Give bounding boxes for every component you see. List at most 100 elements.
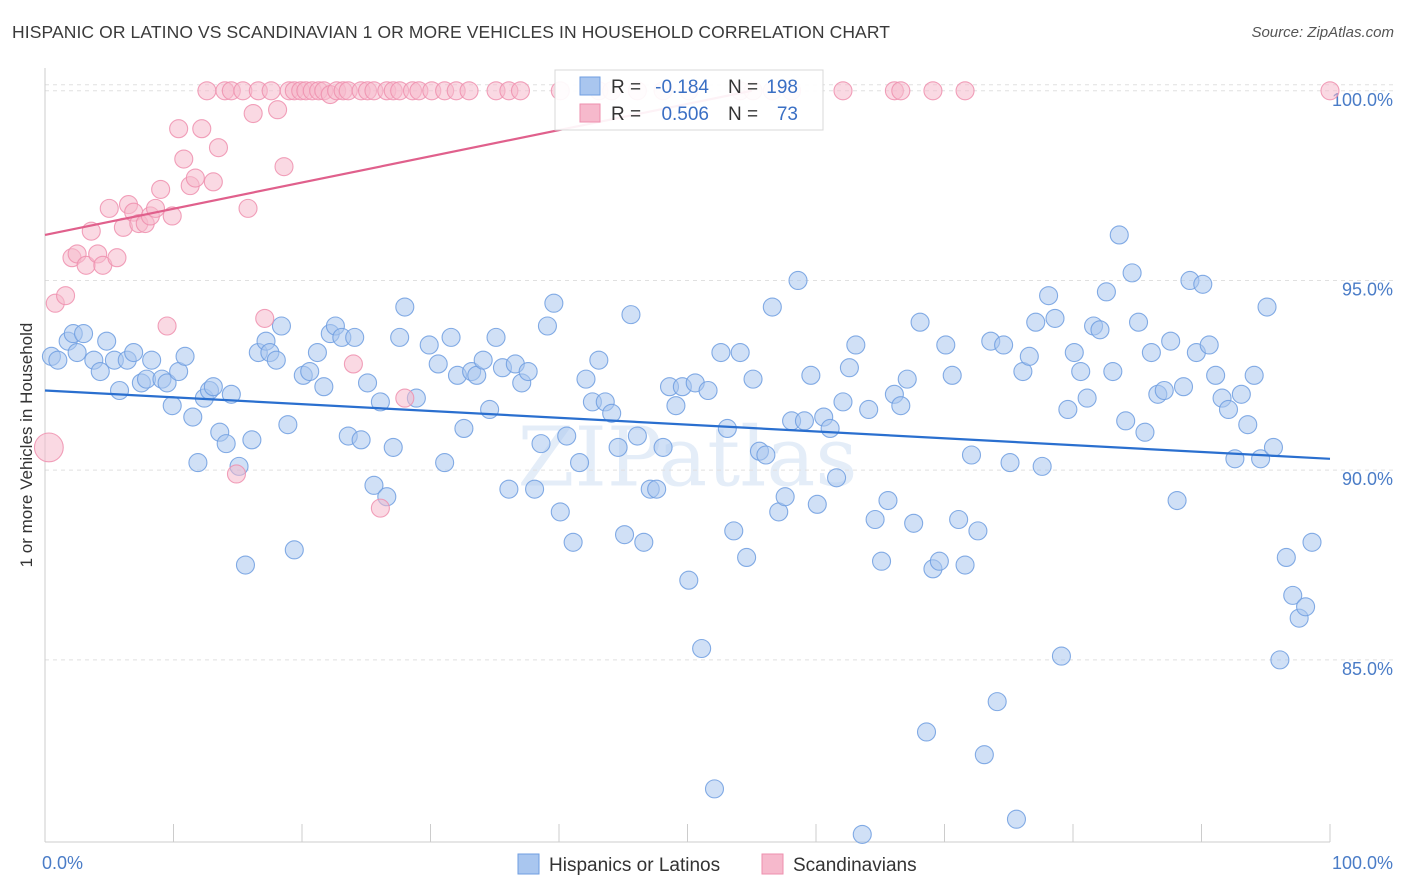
data-point-pink [192,119,212,139]
data-point-blue [221,384,241,404]
data-point-blue [1302,532,1322,552]
data-point-blue [1193,274,1213,294]
data-point-blue [1296,597,1316,617]
data-point-blue [1064,343,1084,363]
data-point-blue [473,350,493,370]
data-point-blue [929,551,949,571]
data-point-blue [1244,365,1264,385]
bottom-legend-swatch-pink [761,853,784,875]
data-point-pink [151,179,171,199]
bottom-legend-label: Scandinavians [793,855,917,876]
data-point-blue [441,327,461,347]
data-point-blue [634,532,654,552]
data-point-blue [307,343,327,363]
data-point-blue [557,426,577,446]
data-point-blue [1006,809,1027,829]
data-point-blue [936,335,956,355]
data-point-blue [370,392,390,412]
data-point-blue [419,335,439,355]
data-point-blue [704,779,725,799]
data-point-blue [974,745,994,765]
legend-swatch-pink [579,103,601,123]
data-point-blue [608,437,628,457]
legend-r-label: R = [611,104,641,125]
data-point-blue [486,327,506,347]
y-tick-label: 95.0% [1342,279,1393,299]
data-point-blue [266,350,286,370]
data-point-blue [162,396,182,416]
data-point-blue [570,453,590,473]
data-point-pink [833,81,853,101]
data-point-blue [897,369,917,389]
data-point-pink [226,464,247,484]
data-point-blue [97,331,117,351]
data-point-blue [357,373,378,393]
data-point-pink [274,157,294,177]
data-point-blue [314,377,334,397]
data-point-blue [871,551,892,571]
data-point-pink [459,81,479,101]
data-point-pink [185,168,205,188]
data-point-blue [1071,361,1091,382]
data-point-blue [544,293,564,313]
data-point-blue [602,403,622,423]
legend-n-label: N = [728,104,758,125]
data-point-blue [1218,399,1239,420]
data-point-blue [833,392,853,412]
data-point-blue [1283,585,1303,605]
data-point-blue [1051,646,1071,666]
data-point-blue [904,513,924,533]
data-point-blue [916,722,937,742]
data-point-blue [235,555,256,575]
data-point-pink [157,316,177,336]
bottom-legend-label: Hispanics or Latinos [549,855,720,876]
data-point-blue [345,327,365,347]
data-point-blue [537,316,557,336]
data-point-blue [499,479,519,499]
data-point-blue [1154,380,1174,401]
legend-r-label: R = [611,77,641,98]
data-point-pink [99,198,119,218]
data-point-blue [1199,335,1219,355]
data-point-pink [197,81,217,101]
data-point-blue [1122,263,1142,283]
data-point-blue [1276,547,1296,567]
data-point-blue [653,437,673,457]
data-point-blue [183,407,203,427]
data-point-blue [961,445,982,465]
data-point-blue [278,415,298,435]
data-point-blue [621,305,641,325]
data-point-blue [910,312,930,332]
data-point-blue [454,418,474,438]
data-point-blue [794,411,814,431]
data-point-pink [268,100,288,120]
data-point-blue [1167,490,1187,511]
data-point-pink [162,206,182,226]
data-point-blue [711,343,731,363]
data-point-blue [90,361,110,382]
data-point-blue [647,479,667,499]
data-point-blue [820,418,840,438]
data-point-blue [589,350,609,370]
data-point-blue [435,453,455,473]
data-point-blue [724,521,744,541]
data-point-pink [255,308,275,328]
data-point-blue [1058,399,1078,420]
data-point-blue [1173,377,1194,397]
data-point-blue [242,430,262,450]
data-point-blue [142,350,162,370]
data-point-blue [300,361,320,382]
data-point-blue [284,540,304,560]
data-point-blue [525,479,545,499]
data-point-blue [994,335,1014,355]
data-point-blue [839,358,859,378]
legend-n-value: 73 [777,104,798,125]
data-point-blue [1077,388,1097,408]
x-tick-label: 0.0% [42,853,83,873]
data-point-pink [169,119,189,139]
data-point-blue [124,343,144,363]
data-point-blue [717,418,737,438]
stats-legend: R = -0.184 N = 198 R = 0.506 N = 73 [554,69,824,131]
data-point-blue [428,354,448,374]
